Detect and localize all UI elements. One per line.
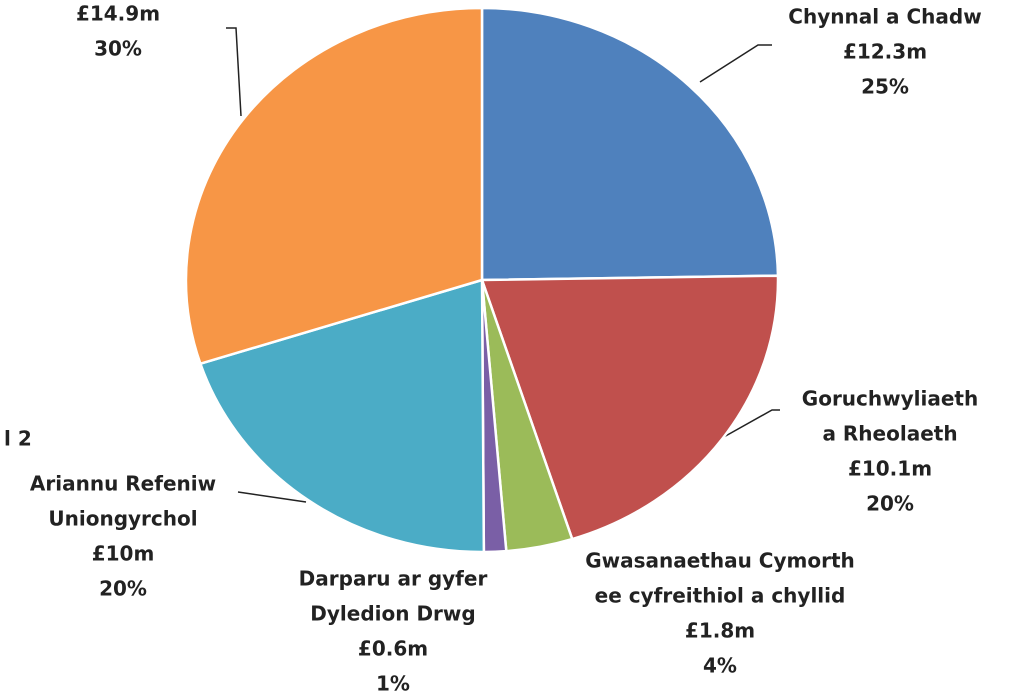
slice-label: Chynnal a Chadw: [788, 5, 981, 29]
slice-label: ee cyfreithiol a chyllid: [595, 584, 846, 608]
pie-slice: [198, 278, 486, 554]
leader-line: [699, 44, 772, 83]
slice-label: Ariannu Refeniw: [30, 472, 216, 496]
leader-line: [721, 409, 780, 439]
percent-label: 1%: [376, 672, 410, 696]
percent-label: 25%: [861, 75, 909, 99]
percent-label: 20%: [866, 492, 914, 516]
slice-label: Dyledion Drwg: [310, 602, 475, 626]
leader-line: [226, 27, 242, 117]
slice-label: a Rheolaeth: [822, 422, 957, 446]
slice-label: Goruchwyliaeth: [802, 387, 978, 411]
percent-label: 20%: [99, 577, 147, 601]
leader-line: [237, 491, 307, 503]
value-label: £10.1m: [848, 457, 932, 481]
pie-slice: [184, 6, 484, 366]
pie-slice: [480, 274, 780, 541]
percent-label: 4%: [703, 654, 737, 678]
value-label: £0.6m: [358, 637, 428, 661]
value-label: £14.9m: [76, 2, 160, 26]
annotation: l 2: [4, 427, 32, 451]
pie-slice: [480, 6, 780, 282]
slice-label: Darparu ar gyfer: [299, 567, 488, 591]
slice-label: Gwasanaethau Cymorth: [585, 549, 855, 573]
value-label: £1.8m: [685, 619, 755, 643]
percent-label: 30%: [94, 37, 142, 61]
value-label: £12.3m: [843, 40, 927, 64]
slice-label: Uniongyrchol: [48, 507, 197, 531]
value-label: £10m: [92, 542, 155, 566]
